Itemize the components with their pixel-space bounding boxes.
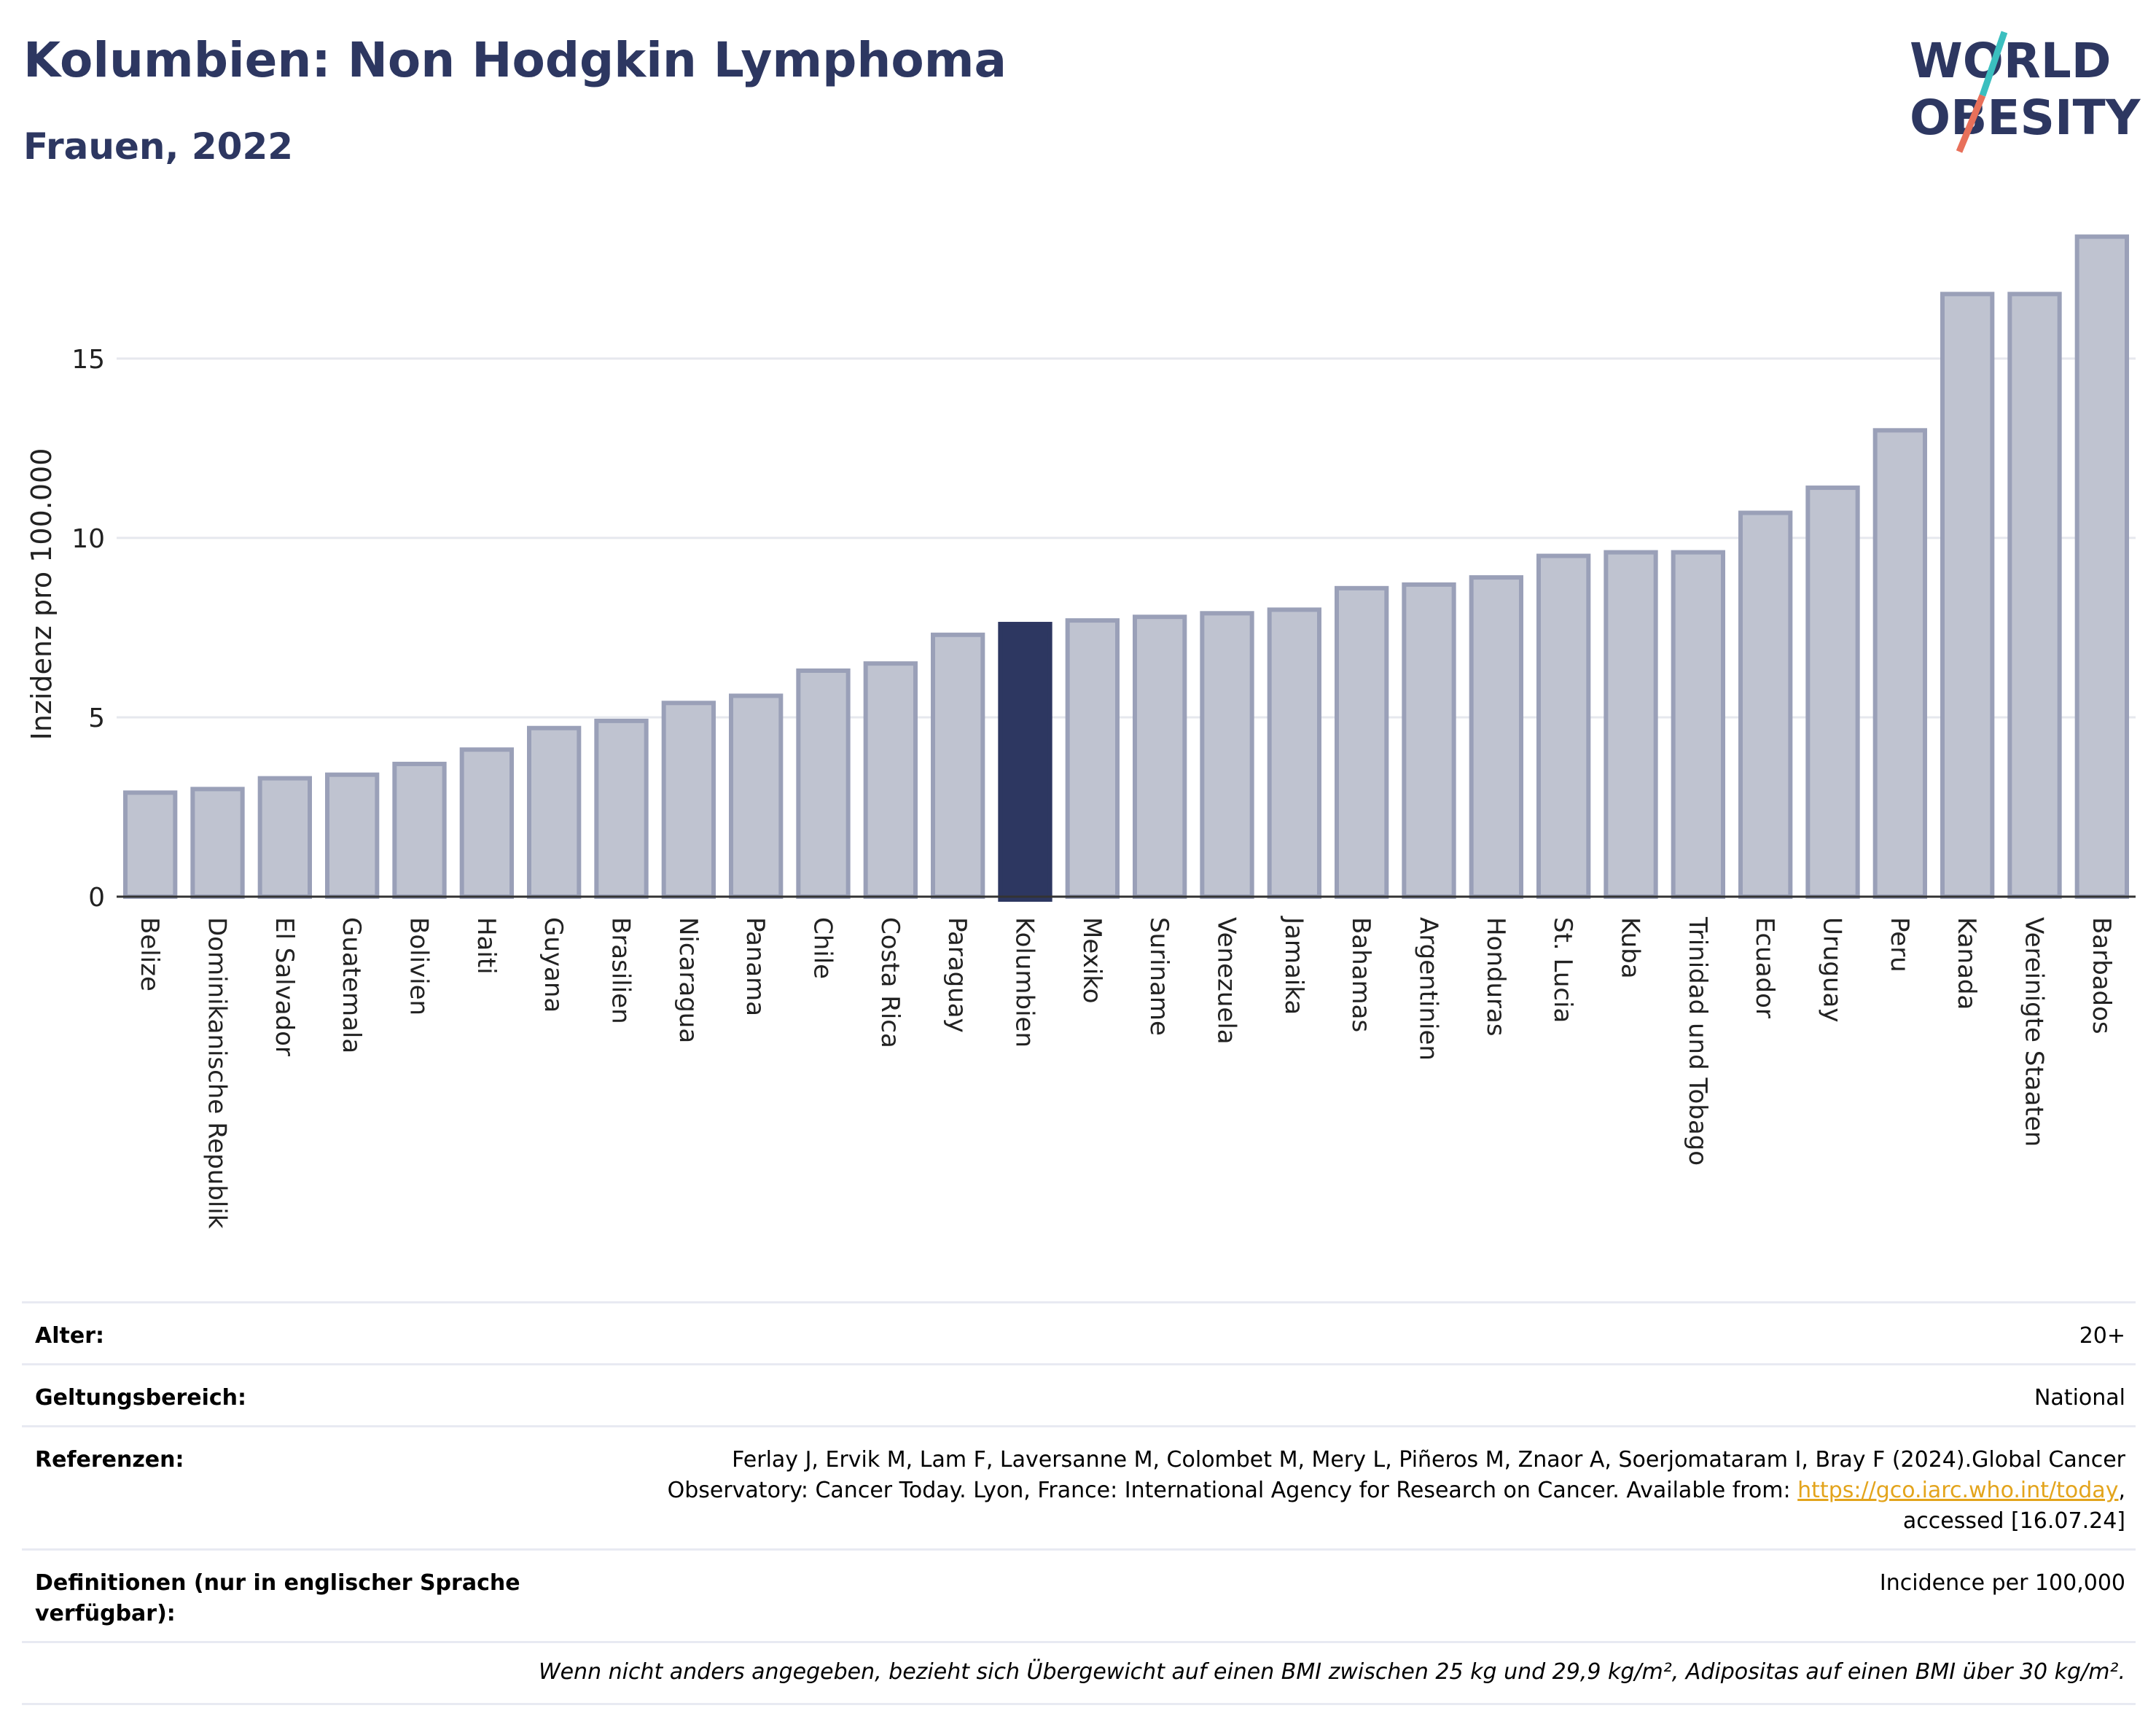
bar-dominikanische-republik (190, 787, 245, 900)
bar-guatemala (325, 772, 380, 899)
meta-row-definitions: Definitionen (nur in englischer Sprache … (22, 1548, 2136, 1641)
x-tick-label: Bahamas (1346, 917, 1375, 1032)
metadata-table: Alter: 20+ Geltungsbereich: National Ref… (22, 1301, 2136, 1705)
bar-venezuela (1200, 611, 1254, 899)
bar-suriname (1133, 615, 1187, 899)
definitions-value: Incidence per 100,000 (1879, 1570, 2125, 1596)
reference-line-1: Ferlay J, Ervik M, Lam F, Laversanne M, … (732, 1447, 2125, 1473)
x-tick-label: El Salvador (270, 917, 299, 1056)
bars (123, 234, 2129, 902)
x-tick-label: Jamaika (1279, 916, 1308, 1015)
bar-vereinigte-staaten (2007, 292, 2062, 900)
bar-belize (123, 790, 178, 900)
y-tick-label: 0 (88, 883, 105, 913)
grid-lines (117, 357, 2136, 719)
world-obesity-logo: WORLD OBESITY (1910, 31, 2141, 153)
x-tick-label: Uruguay (1818, 917, 1847, 1023)
x-tick-label: Mexiko (1077, 917, 1106, 1004)
x-tick-label: Panama (741, 917, 770, 1016)
logo-slash-top (1979, 31, 2008, 97)
x-tick-label: Argentinien (1414, 917, 1443, 1061)
x-tick-label: Bolivien (405, 917, 434, 1015)
x-tick-label: Costa Rica (875, 917, 905, 1048)
bar-bahamas (1335, 585, 1389, 899)
y-tick-label: 10 (71, 524, 105, 554)
bar-argentinien (1402, 582, 1456, 900)
x-tick-label: Brasilien (606, 917, 636, 1024)
reference-text-2: Observatory: Cancer Today. Lyon, France:… (667, 1478, 1798, 1503)
scope-value: National (2034, 1385, 2125, 1411)
table-bottom-border (22, 1703, 2136, 1705)
bar-mexiko (1065, 618, 1120, 899)
meta-row-references: Referenzen: Ferlay J, Ervik M, Lam F, La… (22, 1425, 2136, 1548)
bar-uruguay (1805, 486, 1860, 899)
x-tick-label: Nicaragua (673, 917, 703, 1043)
bar-honduras (1469, 575, 1523, 899)
x-tick-label: Guyana (539, 917, 568, 1013)
x-tick-label: Kuba (1616, 917, 1645, 979)
x-tick-label: Dominikanische Republik (203, 917, 232, 1229)
bar-barbados (2074, 234, 2129, 900)
scope-label: Geltungsbereich: (35, 1385, 247, 1411)
bar-chart: 0 5 10 15 Belize Dominikanische Republik El S… (26, 234, 2136, 1229)
bar-costa-rica (863, 661, 918, 900)
chart-title: Kolumbien: Non Hodgkin Lymphoma (23, 32, 1007, 88)
bar-panama (729, 693, 784, 899)
y-tick-label: 5 (88, 703, 105, 733)
logo-word-world: WORLD (1910, 33, 2112, 89)
y-tick-label: 15 (71, 345, 105, 375)
x-tick-label: Peru (1885, 917, 1914, 972)
x-tick-label: Kolumbien (1010, 917, 1039, 1048)
x-tick-label: Chile (808, 917, 837, 979)
logo-word-obesity: OBESITY (1910, 90, 2141, 146)
x-tick-labels: Belize Dominikanische Republik El Salvador… (135, 916, 2116, 1229)
x-tick-label: Belize (135, 917, 164, 991)
x-tick-label: Trinidad und Tobago (1683, 916, 1712, 1166)
x-tick-label: St. Lucia (1548, 917, 1577, 1023)
bar-chile (796, 668, 851, 899)
meta-row-note: Wenn nicht anders angegeben, bezieht sic… (22, 1641, 2136, 1703)
x-tick-label: Barbados (2087, 917, 2116, 1034)
bar-kolumbien (998, 622, 1052, 902)
x-tick-label: Ecuador (1750, 917, 1779, 1018)
age-value: 20+ (2079, 1323, 2125, 1349)
reference-line-3: accessed [16.07.24] (1902, 1508, 2125, 1534)
x-tick-label: Kanada (1952, 917, 1981, 1010)
bar-guyana (527, 725, 582, 899)
x-tick-label: Guatemala (337, 917, 366, 1053)
logo-slash-bottom (1956, 94, 1986, 153)
bar-st-lucia (1536, 553, 1591, 899)
x-tick-label: Vereinigte Staaten (2020, 917, 2049, 1147)
x-tick-label: Haiti (472, 917, 501, 975)
references-label: Referenzen: (35, 1447, 184, 1473)
y-tick-labels: 0 5 10 15 (71, 345, 105, 913)
bar-kanada (1940, 292, 1995, 900)
reference-comma: , (2118, 1478, 2125, 1503)
bar-brasilien (594, 718, 649, 900)
bar-nicaragua (661, 701, 716, 899)
bar-trinidad-und-tobago (1671, 550, 1725, 899)
x-tick-label: Venezuela (1212, 917, 1241, 1045)
y-axis-label: Inzidenz pro 100.000 (26, 448, 58, 741)
bmi-note: Wenn nicht anders angegeben, bezieht sic… (538, 1659, 2125, 1685)
bar-haiti (459, 747, 514, 900)
meta-row-age: Alter: 20+ (22, 1301, 2136, 1363)
reference-link[interactable]: https://gco.iarc.who.int/today (1797, 1478, 2119, 1503)
references-value: Ferlay J, Ervik M, Lam F, Laversanne M, … (668, 1445, 2125, 1537)
bar-paraguay (931, 632, 985, 899)
x-tick-label: Paraguay (942, 917, 972, 1033)
definitions-label: Definitionen (nur in englischer Sprache … (35, 1570, 520, 1626)
chart-subtitle: Frauen, 2022 (23, 125, 294, 168)
x-tick-label: Honduras (1481, 917, 1510, 1037)
meta-row-scope: Geltungsbereich: National (22, 1363, 2136, 1425)
reference-line-2: Observatory: Cancer Today. Lyon, France:… (668, 1475, 2125, 1506)
bar-el-salvador (257, 776, 312, 899)
bar-kuba (1604, 550, 1658, 899)
age-label: Alter: (35, 1323, 104, 1349)
bar-peru (1872, 428, 1927, 899)
x-tick-label: Suriname (1144, 917, 1173, 1036)
bar-jamaika (1267, 607, 1321, 899)
bar-bolivien (392, 761, 447, 900)
bar-ecuador (1738, 510, 1793, 899)
